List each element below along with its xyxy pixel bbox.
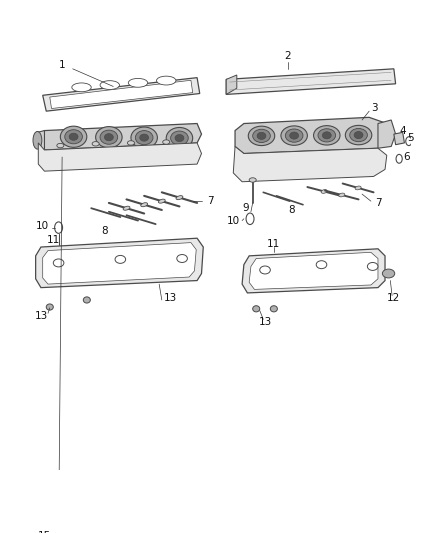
- Text: 13: 13: [258, 317, 272, 327]
- Ellipse shape: [92, 142, 99, 146]
- Polygon shape: [38, 143, 201, 171]
- Polygon shape: [37, 131, 45, 150]
- Ellipse shape: [65, 130, 82, 144]
- Text: 10: 10: [227, 215, 240, 225]
- Ellipse shape: [162, 140, 170, 144]
- Ellipse shape: [406, 137, 412, 146]
- Ellipse shape: [100, 80, 120, 90]
- Text: 11: 11: [47, 235, 60, 245]
- Ellipse shape: [72, 83, 91, 92]
- Ellipse shape: [354, 132, 363, 139]
- Ellipse shape: [322, 132, 331, 139]
- Ellipse shape: [83, 297, 90, 303]
- Ellipse shape: [55, 222, 63, 233]
- Text: 13: 13: [34, 311, 48, 321]
- Ellipse shape: [46, 304, 53, 310]
- Ellipse shape: [95, 127, 122, 148]
- Polygon shape: [378, 120, 396, 148]
- Polygon shape: [394, 132, 404, 144]
- Text: 6: 6: [403, 152, 410, 162]
- Ellipse shape: [321, 190, 327, 193]
- Polygon shape: [35, 238, 203, 288]
- Ellipse shape: [135, 131, 153, 144]
- Ellipse shape: [176, 196, 183, 200]
- Text: 4: 4: [399, 126, 406, 135]
- Ellipse shape: [131, 127, 157, 148]
- Polygon shape: [38, 124, 201, 150]
- Ellipse shape: [316, 261, 327, 269]
- Ellipse shape: [175, 134, 184, 142]
- Ellipse shape: [105, 134, 113, 141]
- Ellipse shape: [270, 306, 277, 312]
- Ellipse shape: [128, 78, 148, 87]
- Polygon shape: [42, 243, 196, 284]
- Text: 11: 11: [267, 238, 280, 248]
- Polygon shape: [249, 252, 378, 289]
- Ellipse shape: [171, 131, 188, 145]
- Ellipse shape: [246, 213, 254, 224]
- Ellipse shape: [350, 128, 367, 142]
- Ellipse shape: [177, 255, 187, 262]
- Ellipse shape: [123, 206, 130, 210]
- Ellipse shape: [253, 306, 260, 312]
- Ellipse shape: [257, 132, 266, 140]
- Polygon shape: [226, 75, 237, 94]
- Ellipse shape: [314, 126, 340, 145]
- Text: 8: 8: [101, 226, 108, 236]
- Text: 3: 3: [371, 103, 378, 112]
- Polygon shape: [42, 78, 200, 111]
- Ellipse shape: [260, 266, 270, 274]
- Ellipse shape: [339, 193, 345, 197]
- Ellipse shape: [115, 255, 126, 263]
- Ellipse shape: [159, 199, 165, 203]
- Ellipse shape: [166, 127, 193, 149]
- Ellipse shape: [33, 132, 42, 149]
- Ellipse shape: [318, 129, 336, 142]
- Ellipse shape: [382, 269, 395, 278]
- Ellipse shape: [141, 203, 148, 207]
- Ellipse shape: [127, 141, 134, 145]
- Ellipse shape: [140, 134, 148, 141]
- Ellipse shape: [248, 126, 275, 146]
- Text: 7: 7: [207, 196, 214, 206]
- Text: 15: 15: [38, 531, 51, 533]
- Ellipse shape: [60, 126, 87, 147]
- Text: 12: 12: [387, 293, 400, 303]
- Text: 9: 9: [242, 203, 249, 213]
- Ellipse shape: [285, 129, 303, 142]
- Polygon shape: [242, 249, 385, 293]
- Text: 2: 2: [285, 52, 291, 61]
- Polygon shape: [233, 147, 387, 182]
- Text: 7: 7: [374, 198, 381, 208]
- Ellipse shape: [249, 178, 256, 182]
- Text: 13: 13: [164, 293, 177, 303]
- Text: 8: 8: [288, 205, 295, 215]
- Text: 1: 1: [59, 60, 65, 70]
- Ellipse shape: [355, 186, 361, 190]
- Ellipse shape: [367, 262, 378, 270]
- Polygon shape: [226, 69, 396, 94]
- Ellipse shape: [57, 143, 64, 148]
- Ellipse shape: [69, 133, 78, 140]
- Ellipse shape: [290, 132, 299, 139]
- Ellipse shape: [345, 125, 372, 145]
- Polygon shape: [235, 117, 389, 154]
- Ellipse shape: [281, 126, 307, 146]
- Ellipse shape: [156, 76, 176, 85]
- Polygon shape: [50, 80, 193, 109]
- Text: 5: 5: [407, 133, 414, 143]
- Ellipse shape: [53, 259, 64, 267]
- Ellipse shape: [100, 130, 118, 144]
- Ellipse shape: [396, 155, 402, 163]
- Ellipse shape: [253, 130, 270, 142]
- Text: 10: 10: [36, 221, 49, 231]
